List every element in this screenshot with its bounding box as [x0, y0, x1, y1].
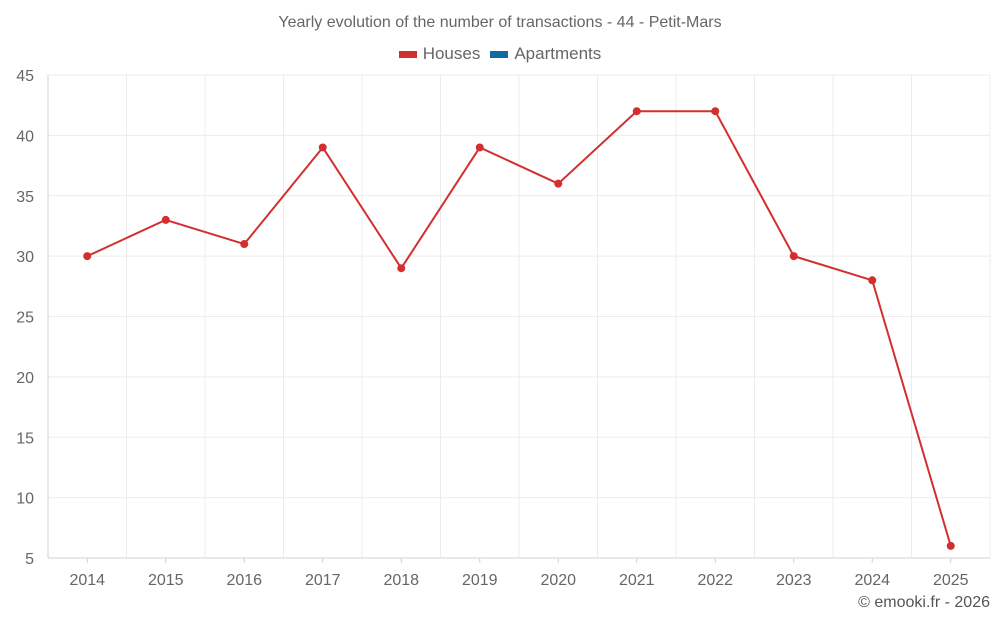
data-point-houses-2017 [318, 143, 327, 152]
legend: Houses Apartments [0, 44, 1000, 64]
x-tick-label-2022: 2022 [697, 572, 733, 589]
y-tick-label-35: 35 [16, 189, 34, 206]
x-axis-labels: 2014 2015 2016 2017 2018 2019 2020 2021 2022 2023… [69, 572, 968, 589]
y-tick-label-5: 5 [25, 551, 34, 568]
y-axis-labels: 5 10 15 20 25 30 35 40 45 [16, 68, 34, 568]
y-tick-label-20: 20 [16, 370, 34, 387]
data-point-houses-2019 [475, 143, 484, 152]
data-point-houses-2014 [83, 252, 92, 261]
x-tick-label-2020: 2020 [540, 572, 576, 589]
data-point-houses-2024 [868, 276, 877, 285]
x-tick-label-2019: 2019 [462, 572, 498, 589]
y-tick-label-30: 30 [16, 249, 34, 266]
x-tick-label-2014: 2014 [69, 572, 105, 589]
legend-swatch-houses [398, 50, 417, 58]
legend-item-houses[interactable]: Houses [398, 44, 481, 64]
legend-label-houses: Houses [422, 44, 481, 63]
x-tick-label-2015: 2015 [148, 572, 184, 589]
y-tick-label-45: 45 [16, 68, 34, 85]
x-tick-label-2016: 2016 [226, 572, 262, 589]
data-point-houses-2022 [711, 107, 720, 116]
data-point-houses-2021 [632, 107, 641, 116]
y-tick-label-10: 10 [16, 491, 34, 508]
x-tick-label-2023: 2023 [776, 572, 812, 589]
axes [47, 75, 990, 563]
data-point-houses-2025 [946, 541, 955, 550]
series-houses [83, 107, 955, 550]
data-point-houses-2020 [554, 179, 563, 188]
x-tick-label-2018: 2018 [383, 572, 419, 589]
x-tick-label-2025: 2025 [933, 572, 969, 589]
x-tick-label-2021: 2021 [619, 572, 655, 589]
legend-item-apartments[interactable]: Apartments [490, 44, 601, 64]
series-line-houses [86, 110, 952, 547]
data-point-houses-2018 [397, 264, 406, 273]
legend-label-apartments: Apartments [514, 44, 602, 63]
legend-swatch-apartments [490, 50, 509, 58]
chart-title: Yearly evolution of the number of transa… [278, 14, 722, 31]
x-tick-label-2017: 2017 [305, 572, 341, 589]
grid [47, 74, 991, 559]
y-tick-label-40: 40 [16, 128, 34, 145]
credit-text: © emooki.fr - 2026 [858, 594, 990, 611]
y-tick-label-15: 15 [16, 430, 34, 447]
data-point-houses-2016 [240, 240, 249, 249]
data-point-houses-2015 [161, 215, 170, 224]
data-point-houses-2023 [789, 252, 798, 261]
y-tick-label-25: 25 [16, 310, 34, 327]
x-tick-label-2024: 2024 [854, 572, 890, 589]
